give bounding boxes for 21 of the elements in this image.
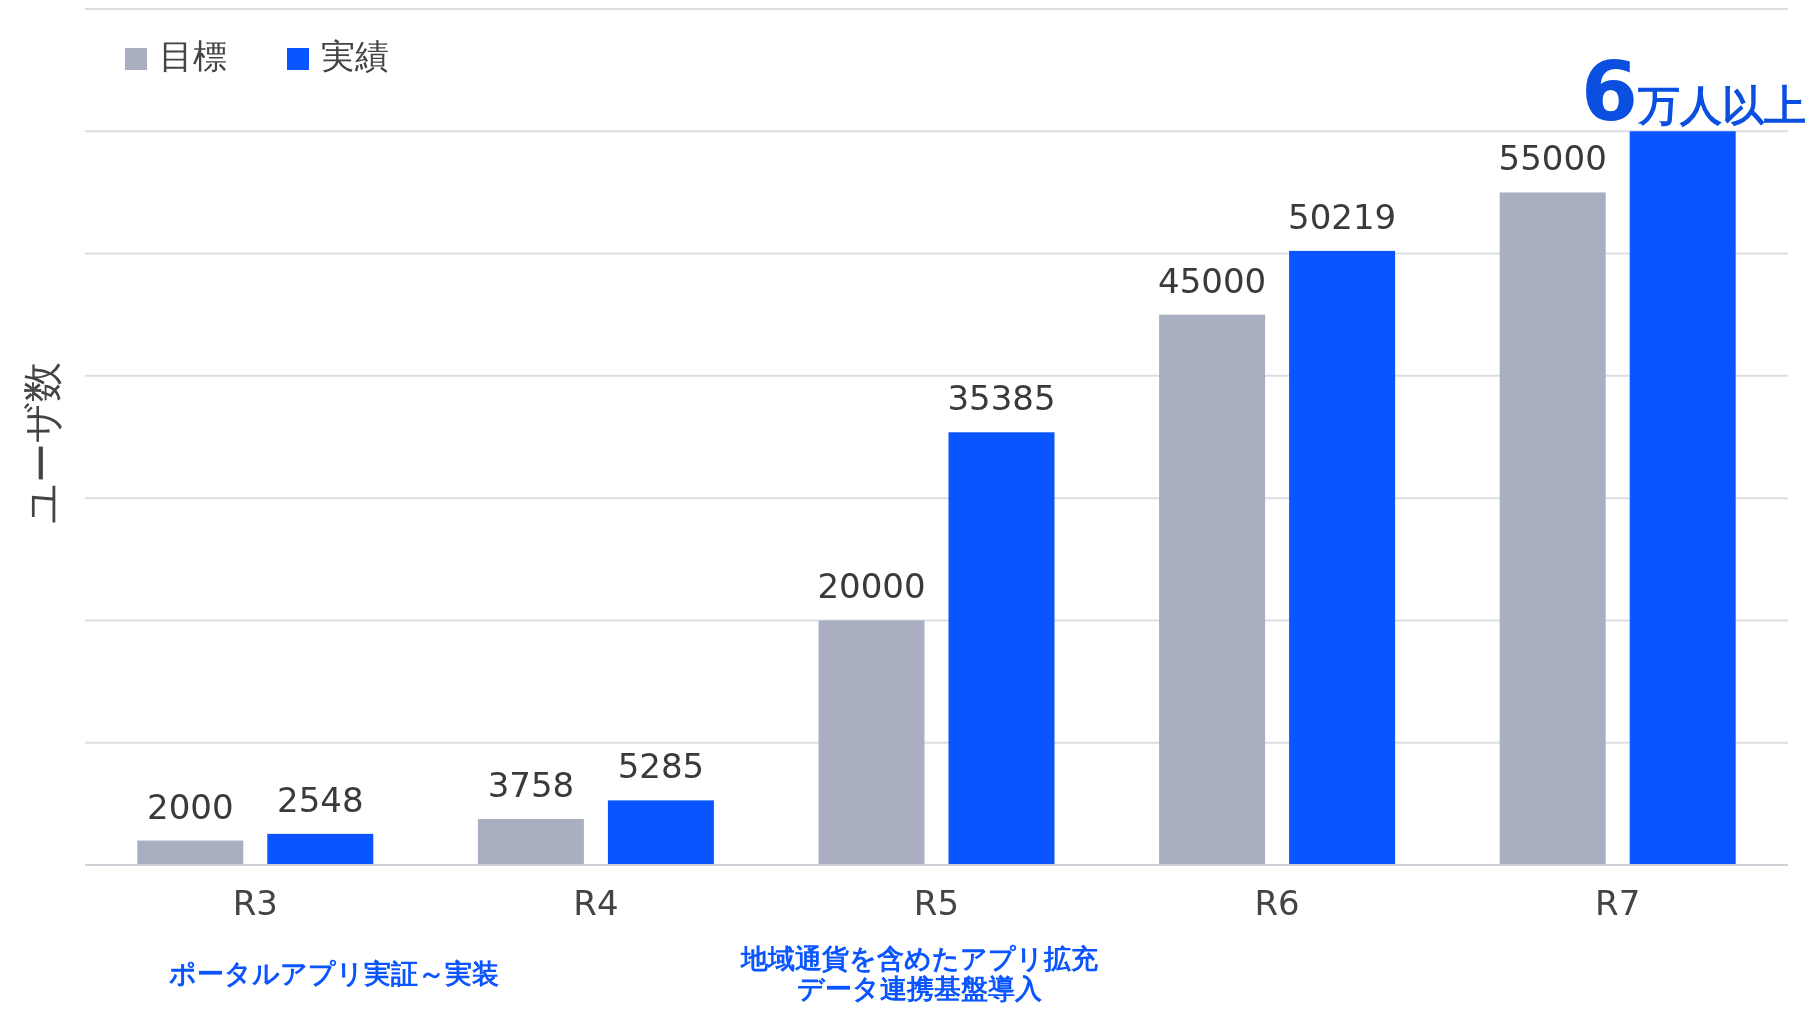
- x-tick-label: R4: [573, 883, 619, 923]
- data-label: 35385: [947, 378, 1056, 419]
- data-label: 2000: [147, 786, 234, 827]
- text: データ連携基盤導入: [796, 973, 1043, 1004]
- x-tick-label: R5: [913, 883, 960, 923]
- x-tick-label: R3: [232, 883, 278, 923]
- data-label: 5285: [617, 746, 705, 787]
- legend-label: 目標: [159, 36, 227, 76]
- x-tick-label: R6: [1254, 883, 1300, 923]
- text: ポータルアプリ実証～実装: [168, 958, 499, 989]
- annotation: 6万人以上: [1580, 44, 1806, 139]
- y-axis-title: ユーザ数: [19, 362, 65, 524]
- data-label: 3758: [487, 765, 575, 806]
- x-tick-label: R7: [1595, 883, 1641, 923]
- data-label: 45000: [1158, 260, 1267, 301]
- text: 地域通貨を含めたアプリ拡充: [739, 943, 1099, 974]
- data-label: 2548: [277, 779, 364, 820]
- data-label: 50219: [1288, 196, 1397, 237]
- data-label: 20000: [817, 566, 926, 607]
- legend-label: 実績: [321, 36, 389, 76]
- data-label: 55000: [1498, 138, 1607, 179]
